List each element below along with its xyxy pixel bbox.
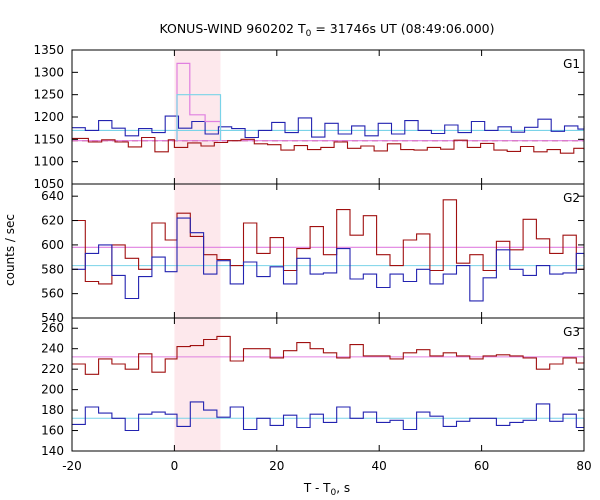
y-tick-label: 1300	[33, 65, 64, 79]
x-tick-label: -20	[62, 459, 82, 473]
x-axis-label: T - T0, s	[303, 481, 350, 498]
y-tick-label: 240	[41, 342, 64, 356]
y-tick-label: 1200	[33, 110, 64, 124]
highlight-band	[174, 318, 221, 451]
y-tick-label: 600	[41, 238, 64, 252]
y-tick-label: 260	[41, 321, 64, 335]
cyan-burst-overlay	[176, 94, 222, 141]
panel-label: G1	[563, 57, 580, 71]
red-count-series	[72, 136, 585, 154]
panel-g1	[72, 62, 585, 154]
blue-count-series	[72, 115, 585, 139]
blue-count-series	[72, 401, 585, 432]
chart-frame: 1050 1100 1150 1200 1250 1300 1350 G1 540 560 580 6…	[33, 43, 591, 473]
panel-frame	[71, 183, 585, 319]
y-tick-label: 220	[41, 362, 64, 376]
panel-label: G3	[563, 325, 580, 339]
y-tick-label: 140	[41, 444, 64, 458]
x-tick-label: 20	[269, 459, 284, 473]
x-tick-label: 40	[372, 459, 387, 473]
y-axis-label: counts / sec	[3, 214, 17, 286]
x-tick-label: 80	[576, 459, 591, 473]
red-count-series	[72, 199, 585, 285]
x-tick-label: 0	[171, 459, 179, 473]
y-tick-label: 1250	[33, 88, 64, 102]
panel-label: G2	[563, 191, 580, 205]
y-tick-label: 1150	[33, 132, 64, 146]
y-tick-label: 560	[41, 287, 64, 301]
panel-frame	[71, 49, 585, 185]
panel-g2	[72, 199, 585, 302]
y-tick-label: 200	[41, 383, 64, 397]
blue-count-series	[72, 217, 585, 302]
panel-g3	[72, 335, 585, 432]
red-count-series	[72, 335, 585, 375]
y-tick-label: 580	[41, 262, 64, 276]
highlight-band	[174, 50, 221, 184]
panel-frame	[71, 317, 585, 452]
y-tick-label: 640	[41, 189, 64, 203]
y-tick-label: 180	[41, 403, 64, 417]
y-tick-label: 160	[41, 424, 64, 438]
highlight-band	[174, 184, 221, 318]
chart-panels	[72, 62, 585, 432]
y-tick-label: 620	[41, 214, 64, 228]
y-tick-label: 540	[41, 311, 64, 325]
y-tick-label: 1350	[33, 43, 64, 57]
y-tick-label: 1050	[33, 177, 64, 191]
chart-title: KONUS-WIND 960202 T0 = 31746s UT (08:49:…	[159, 21, 494, 39]
y-tick-label: 1100	[33, 155, 64, 169]
x-tick-label: 60	[474, 459, 489, 473]
highlight-bands	[174, 50, 221, 451]
pink-burst-overlay	[176, 62, 222, 141]
